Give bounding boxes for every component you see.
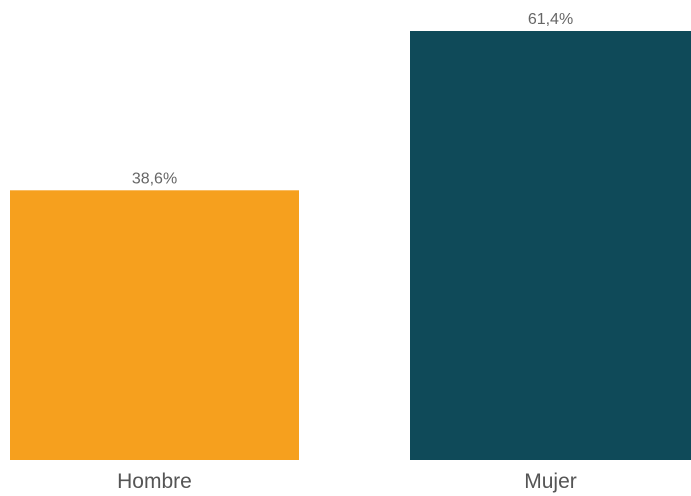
value-label-hombre: 38,6% [132, 170, 177, 187]
bar-hombre [10, 190, 299, 461]
bars-group [10, 31, 691, 461]
category-labels-group: Hombre Mujer [117, 470, 577, 493]
bar-mujer [410, 31, 691, 460]
value-label-mujer: 61,4% [528, 11, 573, 28]
value-labels-group: 38,6% 61,4% [132, 11, 573, 187]
category-label-mujer: Mujer [524, 470, 577, 493]
category-label-hombre: Hombre [117, 470, 192, 493]
